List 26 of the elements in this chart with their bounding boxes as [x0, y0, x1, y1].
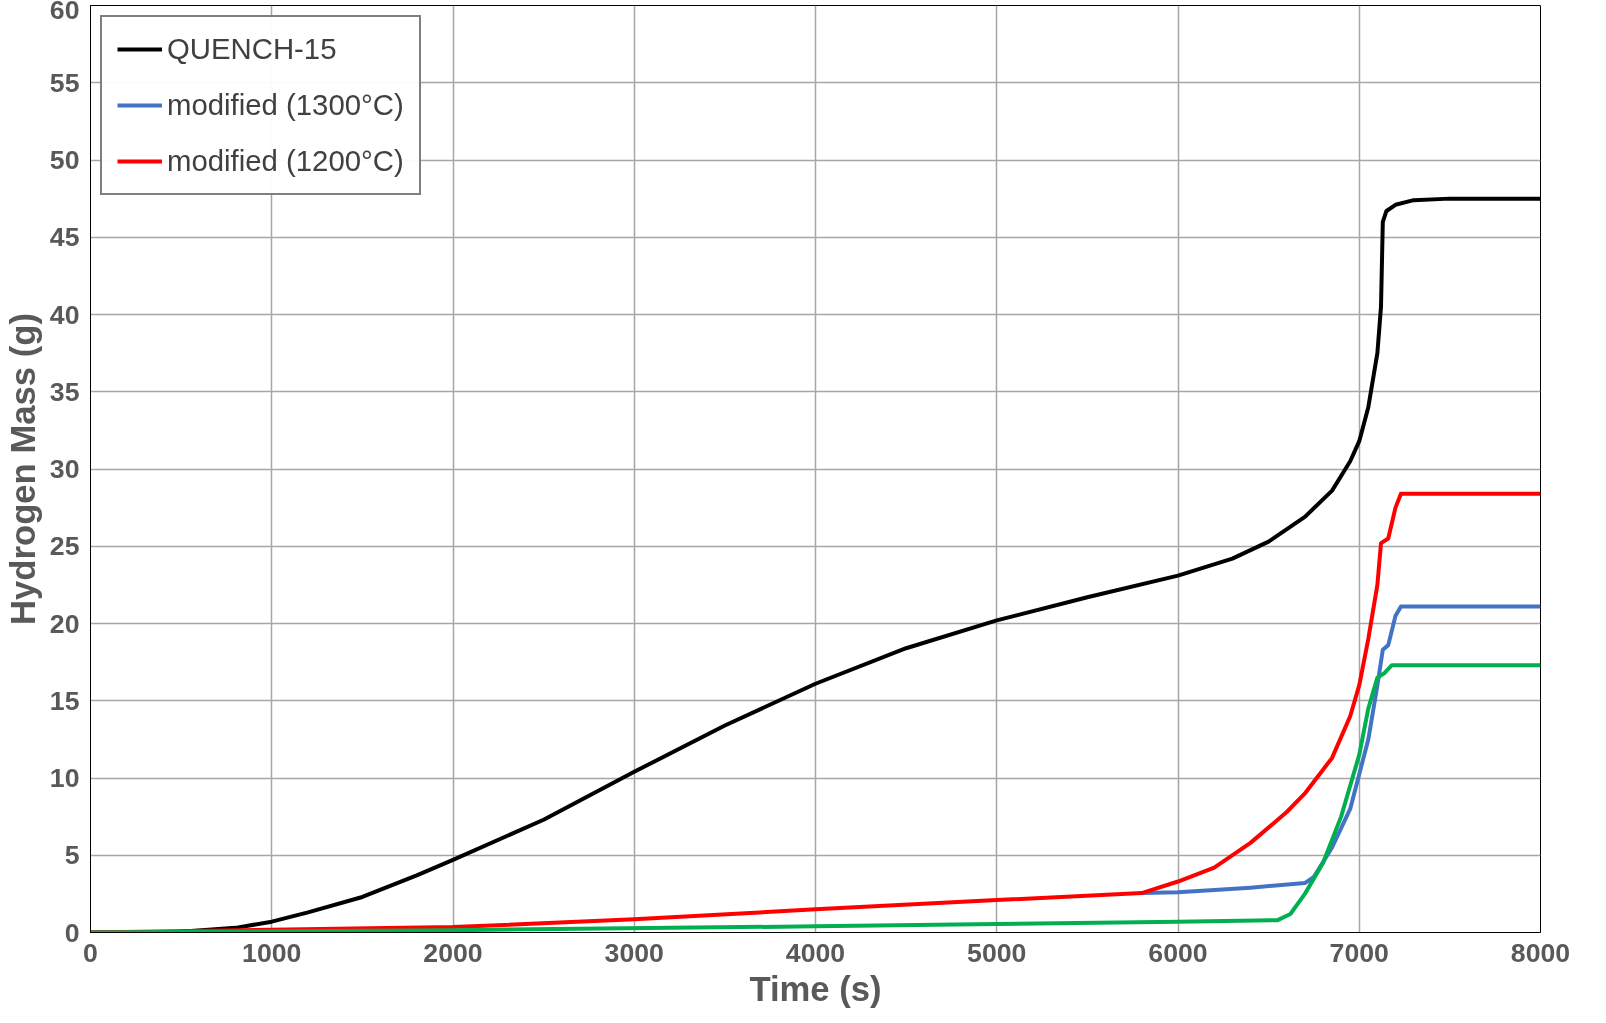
y-tick-label: 10 — [49, 763, 80, 793]
y-tick-label: 20 — [49, 608, 80, 639]
y-tick-label: 35 — [49, 376, 80, 407]
x-tick-label: 2000 — [423, 937, 483, 968]
y-tick-label: 5 — [64, 840, 80, 871]
y-tick-label: 40 — [49, 299, 80, 330]
y-tick-label: 45 — [49, 222, 80, 253]
x-axis-title: Time (s) — [749, 969, 882, 1008]
y-tick-label: 50 — [49, 145, 80, 175]
y-tick-label: 60 — [49, 0, 80, 25]
y-tick-label: 15 — [49, 685, 80, 716]
y-tick-label: 30 — [49, 454, 80, 484]
y-tick-label: 55 — [49, 67, 80, 98]
x-tick-label: 4000 — [785, 937, 846, 968]
x-tick-label: 7000 — [1329, 937, 1389, 968]
x-tick-label: 1000 — [242, 937, 302, 968]
x-tick-label: 3000 — [604, 937, 664, 968]
x-tick-label: 5000 — [967, 937, 1027, 968]
y-axis-title: Hydrogen Mass (g) — [3, 313, 42, 625]
x-tick-label: 8000 — [1510, 937, 1571, 968]
x-tick-label: 6000 — [1148, 937, 1208, 968]
legend-label: QUENCH-15 — [167, 32, 337, 66]
y-tick-label: 0 — [64, 917, 80, 948]
legend-label: modified (1200°C) — [167, 144, 404, 178]
legend-label: modified (1300°C) — [167, 88, 404, 122]
y-tick-label: 25 — [49, 531, 80, 562]
